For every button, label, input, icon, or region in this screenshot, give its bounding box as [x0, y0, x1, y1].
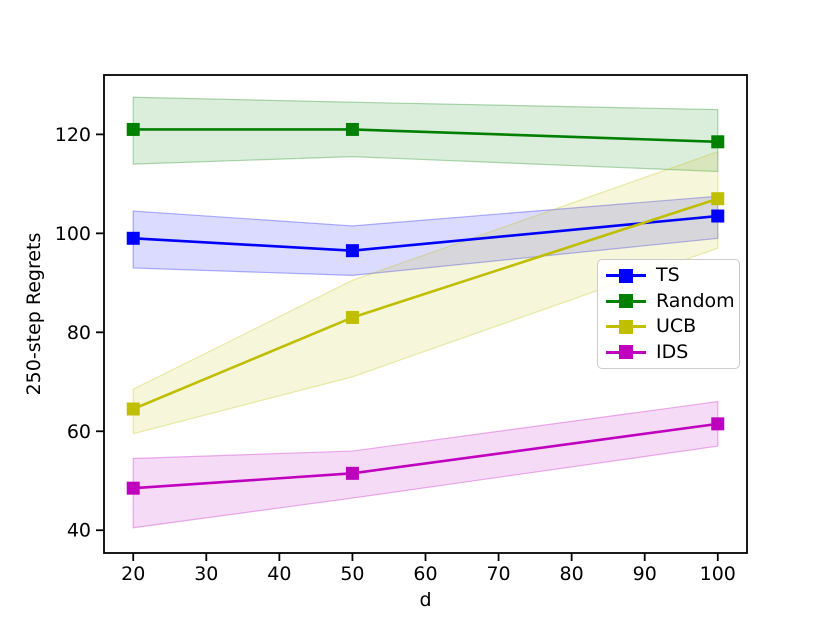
x-axis-tick-label: 100 [700, 563, 736, 585]
x-axis-label: d [419, 589, 432, 611]
y-axis-tick-label: 40 [67, 520, 91, 542]
data-point-ids-100 [711, 417, 725, 431]
legend: TS Random UCB IDS [597, 259, 740, 369]
legend-label-random: Random [656, 289, 735, 312]
legend-label-ids: IDS [656, 340, 689, 363]
data-point-ucb-50 [345, 310, 359, 324]
data-point-ids-20 [126, 481, 140, 495]
legend-item-ids: IDS [606, 340, 731, 365]
x-axis-tick-label: 60 [413, 563, 437, 585]
x-axis-tick-label: 20 [121, 563, 145, 585]
legend-label-ts: TS [656, 264, 680, 287]
x-axis-tick-label: 80 [560, 563, 584, 585]
x-axis-tick-label: 50 [340, 563, 364, 585]
confidence-band-random [132, 96, 719, 173]
data-point-random-50 [345, 122, 359, 136]
y-axis-label: 250-step Regrets [23, 232, 45, 396]
data-point-ucb-20 [126, 402, 140, 416]
confidence-band-ts [132, 195, 719, 277]
x-axis-tick-label: 40 [267, 563, 291, 585]
data-point-random-20 [126, 122, 140, 136]
legend-label-ucb: UCB [656, 315, 697, 338]
data-point-random-100 [711, 135, 725, 149]
data-point-ucb-100 [711, 192, 725, 206]
legend-item-ucb: UCB [606, 314, 731, 339]
data-point-ts-20 [126, 231, 140, 245]
legend-marker-ids [606, 345, 646, 360]
y-axis-tick-label: 60 [67, 421, 91, 443]
legend-marker-ts [606, 268, 646, 283]
y-axis-tick-label: 120 [55, 124, 91, 146]
y-axis-tick-label: 80 [67, 322, 91, 344]
legend-marker-ucb [606, 319, 646, 334]
y-axis-tick-label: 100 [55, 223, 91, 245]
x-axis-tick-label: 30 [194, 563, 218, 585]
data-point-ts-100 [711, 209, 725, 223]
x-axis-tick-label: 90 [633, 563, 657, 585]
data-point-ids-50 [345, 466, 359, 480]
legend-marker-random [606, 294, 646, 309]
data-point-ts-50 [345, 244, 359, 258]
legend-item-ts: TS [606, 263, 731, 288]
x-axis-tick-label: 70 [486, 563, 510, 585]
legend-item-random: Random [606, 289, 735, 314]
